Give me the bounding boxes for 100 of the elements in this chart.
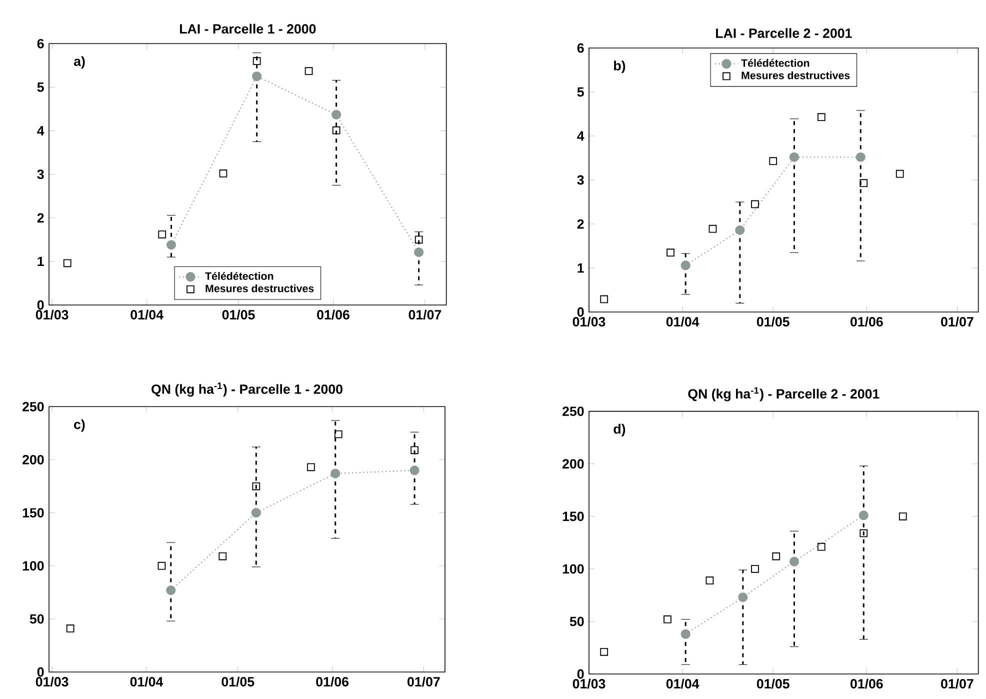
point: [304, 67, 313, 76]
point: [789, 152, 800, 162]
point: [252, 57, 261, 66]
y-tick-label: 4: [37, 126, 44, 136]
point: [789, 556, 800, 566]
x-tick-label: 01/05: [756, 316, 790, 327]
y-tick-label: 1: [38, 256, 44, 266]
point: [772, 552, 780, 560]
point: [66, 624, 74, 632]
y-tick-label: 2: [577, 219, 584, 229]
legend-label: Télédétection: [741, 58, 810, 67]
point: [898, 512, 907, 520]
legend-label: Mesures destructives: [206, 284, 314, 292]
chart-title: QN (kg ha$^{-1}$) - Parcelle 1 - 2000: [152, 382, 342, 397]
x-tick-label: 01/04: [666, 316, 700, 327]
x-tick-label: 01/07: [408, 310, 442, 320]
point: [158, 562, 166, 570]
annotation: a): [74, 56, 85, 69]
x-tick-label: 01/04: [130, 310, 164, 320]
y-tick-label: 5: [37, 82, 44, 92]
annotation: d): [614, 424, 626, 436]
y-tick-label: 0: [577, 307, 584, 317]
y-tick-label: 250: [22, 402, 44, 412]
point: [600, 648, 608, 656]
y-tick-label: 100: [562, 564, 584, 574]
x-tick-label: 01/04: [666, 678, 700, 689]
point: [860, 529, 868, 538]
x-tick-label: 01/05: [222, 310, 255, 320]
y-tick-label: 50: [30, 614, 44, 624]
y-tick-label: 2: [37, 213, 44, 223]
point: [251, 508, 261, 518]
point: [332, 110, 342, 120]
point: [708, 224, 717, 233]
point: [680, 629, 690, 639]
x-tick-label: 01/06: [850, 678, 883, 689]
point: [817, 542, 826, 551]
point: [414, 247, 424, 258]
point: [769, 157, 778, 166]
annotation: c): [74, 419, 85, 432]
y-tick-label: 6: [577, 43, 584, 53]
point: [817, 113, 826, 122]
y-tick-label: 200: [562, 459, 584, 469]
point: [738, 592, 748, 602]
x-tick-label: 01/06: [317, 310, 350, 320]
y-tick-label: 3: [577, 175, 584, 185]
point: [330, 468, 340, 478]
x-tick-label: 01/03: [572, 678, 606, 689]
y-tick-label: 5: [577, 87, 584, 97]
y-tick-label: 0: [577, 669, 584, 679]
legend-label: Mesures destructives: [742, 71, 850, 80]
point: [166, 585, 176, 596]
point: [410, 446, 418, 454]
x-tick-label: 01/04: [130, 676, 164, 687]
point: [666, 248, 674, 257]
y-tick-label: 0: [37, 667, 44, 677]
chart-title: LAI - Parcelle 2 - 2001: [716, 28, 852, 38]
point: [414, 236, 423, 244]
point: [332, 126, 340, 134]
y-tick-label: 0: [37, 300, 44, 310]
point: [307, 463, 315, 472]
x-tick-label: 01/05: [756, 678, 790, 689]
point: [858, 510, 868, 520]
y-tick-label: 1: [578, 263, 584, 273]
y-tick-label: 50: [570, 616, 584, 626]
y-tick-label: 4: [577, 131, 584, 141]
y-tick-label: 3: [37, 170, 44, 180]
point: [219, 170, 228, 178]
point: [600, 295, 608, 304]
x-tick-label: 01/06: [850, 316, 883, 327]
y-tick-label: 150: [22, 508, 44, 518]
x-tick-label: 01/05: [222, 676, 254, 687]
point: [252, 482, 260, 490]
point: [735, 225, 745, 235]
y-tick-label: 250: [562, 406, 584, 416]
point: [334, 430, 342, 438]
x-tick-label: 01/07: [941, 678, 974, 689]
point: [158, 230, 166, 238]
y-tick-label: 200: [22, 455, 44, 464]
legend-label: Télédétection: [205, 272, 274, 280]
y-tick-label: 150: [562, 512, 584, 522]
x-tick-label: 01/03: [36, 310, 68, 320]
point: [166, 240, 176, 250]
point: [896, 170, 904, 178]
point: [410, 466, 420, 476]
y-tick-label: 6: [37, 38, 44, 48]
annotation: b): [614, 60, 626, 74]
point: [751, 564, 759, 573]
point: [860, 179, 868, 188]
point: [218, 552, 227, 560]
chart-title: LAI - Parcelle 1 - 2000: [180, 24, 316, 34]
point: [252, 72, 262, 82]
x-tick-label: 01/03: [36, 676, 68, 687]
x-tick-label: 01/06: [316, 676, 349, 687]
point: [63, 259, 72, 268]
point: [706, 576, 714, 584]
y-tick-label: 100: [22, 561, 44, 571]
point: [680, 260, 690, 270]
x-tick-label: 01/07: [408, 676, 440, 687]
point: [664, 615, 672, 624]
chart-title: QN (kg ha$^{-1}$) - Parcelle 2 - 2001: [688, 387, 880, 402]
